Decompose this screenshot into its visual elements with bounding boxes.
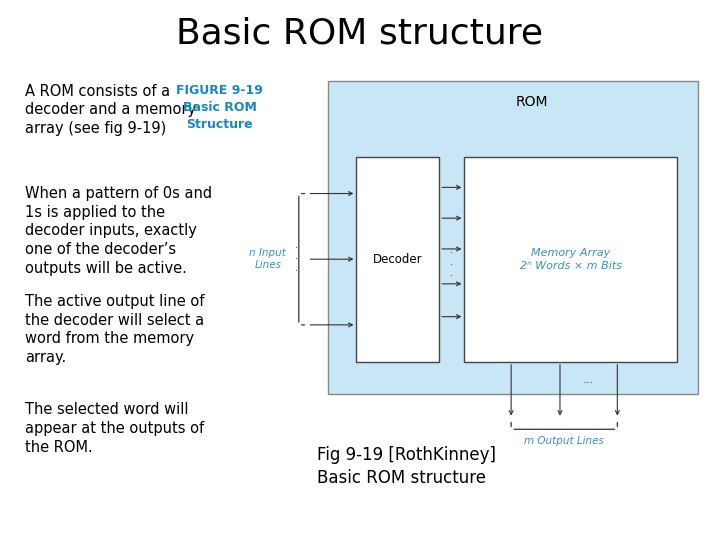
Text: When a pattern of 0s and
1s is applied to the
decoder inputs, exactly
one of the: When a pattern of 0s and 1s is applied t… xyxy=(25,186,212,276)
FancyBboxPatch shape xyxy=(356,157,439,362)
FancyBboxPatch shape xyxy=(464,157,677,362)
Text: Basic ROM structure: Basic ROM structure xyxy=(176,16,544,50)
Text: Memory Array
2ⁿ Words × m Bits: Memory Array 2ⁿ Words × m Bits xyxy=(520,248,621,271)
Text: ROM: ROM xyxy=(516,94,548,109)
Text: The active output line of
the decoder will select a
word from the memory
array.: The active output line of the decoder wi… xyxy=(25,294,204,365)
Text: The selected word will
appear at the outputs of
the ROM.: The selected word will appear at the out… xyxy=(25,402,204,455)
Text: ·
·
·: · · · xyxy=(295,242,298,276)
Text: A ROM consists of a
decoder and a memory
array (see fig 9-19): A ROM consists of a decoder and a memory… xyxy=(25,84,197,136)
Text: Decoder: Decoder xyxy=(373,253,423,266)
Text: m Output Lines: m Output Lines xyxy=(524,436,604,446)
Text: FIGURE 9-19
Basic ROM
Structure: FIGURE 9-19 Basic ROM Structure xyxy=(176,84,263,131)
Text: Fig 9-19 [RothKinney]
Basic ROM structure: Fig 9-19 [RothKinney] Basic ROM structur… xyxy=(317,446,496,487)
Text: ...: ... xyxy=(583,375,594,386)
Text: ·
·
·: · · · xyxy=(450,248,454,281)
FancyBboxPatch shape xyxy=(328,81,698,394)
Text: n Input
Lines: n Input Lines xyxy=(249,248,287,271)
